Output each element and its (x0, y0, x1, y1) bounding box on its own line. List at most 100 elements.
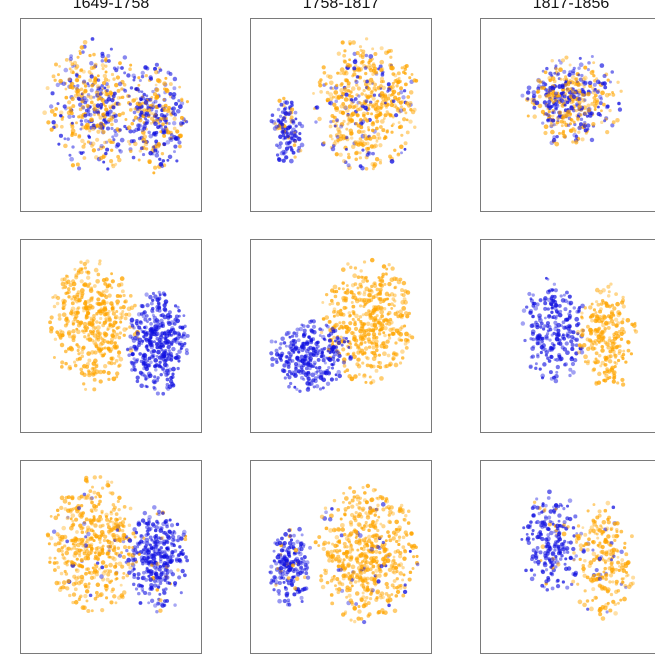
scatter-point-orange (374, 102, 379, 107)
scatter-point-orange (155, 512, 159, 516)
scatter-point-blue (158, 345, 163, 350)
scatter-point-blue (89, 125, 94, 130)
scatter-point-orange (368, 312, 372, 317)
scatter-point-orange (76, 311, 80, 314)
scatter-point-orange (396, 152, 401, 157)
scatter-point-blue (174, 314, 179, 319)
scatter-point-blue (294, 365, 298, 369)
scatter-point-orange (128, 348, 134, 353)
scatter-point-blue (177, 104, 183, 110)
scatter-point-orange (79, 94, 85, 99)
scatter-point-orange (391, 89, 397, 95)
scatter-point-blue (291, 119, 296, 124)
scatter-point-blue (284, 100, 290, 105)
scatter-point-blue (70, 121, 74, 125)
scatter-point-blue (140, 587, 145, 591)
scatter-point-orange (128, 67, 132, 72)
scatter-point-orange (96, 337, 101, 342)
scatter-point-blue (289, 100, 294, 105)
scatter-point-orange (111, 376, 117, 382)
scatter-point-blue (126, 557, 132, 563)
scatter-point-orange (365, 356, 370, 361)
scatter-point-orange (358, 350, 362, 354)
scatter-point-blue (57, 142, 61, 146)
scatter-point-orange (84, 571, 88, 576)
scatter-point-blue (171, 95, 176, 100)
scatter-point-orange (66, 559, 70, 563)
scatter-point-blue (541, 343, 546, 348)
scatter-point-orange (377, 573, 382, 578)
scatter-point-orange (91, 296, 94, 299)
scatter-point-orange (91, 319, 95, 323)
scatter-point-blue (536, 86, 541, 91)
scatter-point-blue (117, 553, 123, 558)
scatter-point-blue (136, 576, 140, 580)
scatter-point-orange (325, 97, 331, 103)
scatter-point-blue (270, 363, 275, 367)
scatter-point-blue (95, 109, 100, 114)
scatter-point-orange (389, 102, 395, 108)
scatter-point-blue (106, 53, 111, 58)
scatter-point-orange (119, 276, 125, 281)
scatter-point-blue (141, 361, 146, 366)
scatter-point-blue (311, 337, 316, 342)
scatter-point-blue (51, 120, 56, 125)
scatter-point-blue (144, 537, 150, 543)
scatter-point-orange (586, 324, 590, 329)
scatter-point-blue (290, 359, 295, 363)
scatter-point-blue (167, 384, 173, 390)
scatter-point-orange (71, 322, 75, 326)
scatter-point-blue (166, 356, 171, 361)
scatter-point-blue (308, 359, 313, 363)
scatter-point-orange (393, 561, 398, 566)
scatter-point-blue (154, 363, 159, 367)
scatter-point-blue (344, 336, 348, 340)
scatter-point-blue (165, 139, 171, 145)
scatter-point-orange (390, 306, 394, 310)
scatter-point-orange (98, 567, 101, 571)
scatter-point-orange (392, 570, 397, 575)
scatter-point-orange (379, 59, 385, 65)
scatter-point-orange (601, 314, 607, 319)
scatter-point-blue (158, 162, 164, 167)
scatter-point-blue (387, 87, 392, 92)
scatter-point-blue (589, 137, 595, 143)
scatter-point-blue (130, 368, 134, 372)
scatter-point-orange (586, 346, 591, 352)
scatter-point-orange (85, 314, 90, 319)
scatter-point-orange (359, 304, 363, 308)
scatter-point-orange (119, 306, 123, 310)
scatter-point-blue (581, 328, 585, 333)
scatter-point-blue (315, 344, 320, 349)
scatter-point-blue (295, 331, 299, 335)
scatter-point-blue (155, 354, 159, 358)
scatter-point-orange (97, 348, 102, 353)
scatter-point-blue (537, 340, 542, 346)
scatter-point-blue (286, 330, 291, 335)
scatter-point-orange (366, 146, 371, 151)
scatter-point-blue (136, 123, 141, 128)
scatter-point-orange (375, 126, 379, 131)
scatter-point-orange (155, 588, 160, 592)
scatter-point-orange (603, 362, 608, 367)
scatter-point-orange (92, 506, 96, 510)
scatter-point-blue (525, 305, 529, 309)
scatter-point-orange (95, 312, 99, 316)
scatter-point-orange (331, 527, 337, 533)
scatter-point-orange (351, 105, 356, 110)
scatter-point-orange (594, 316, 600, 321)
scatter-point-orange (395, 528, 401, 534)
scatter-point-orange (102, 369, 106, 374)
scatter-point-orange (282, 96, 286, 101)
scatter-point-orange (362, 113, 366, 118)
scatter-point-orange (379, 309, 385, 315)
scatter-point-orange (398, 309, 403, 315)
scatter-point-blue (153, 540, 158, 545)
scatter-point-orange (343, 610, 348, 614)
scatter-point-orange (59, 586, 63, 590)
scatter-point-blue (128, 334, 133, 339)
scatter-point-orange (355, 83, 359, 87)
scatter-point-orange (123, 517, 127, 521)
scatter-point-orange (365, 555, 369, 559)
scatter-point-orange (633, 321, 637, 325)
